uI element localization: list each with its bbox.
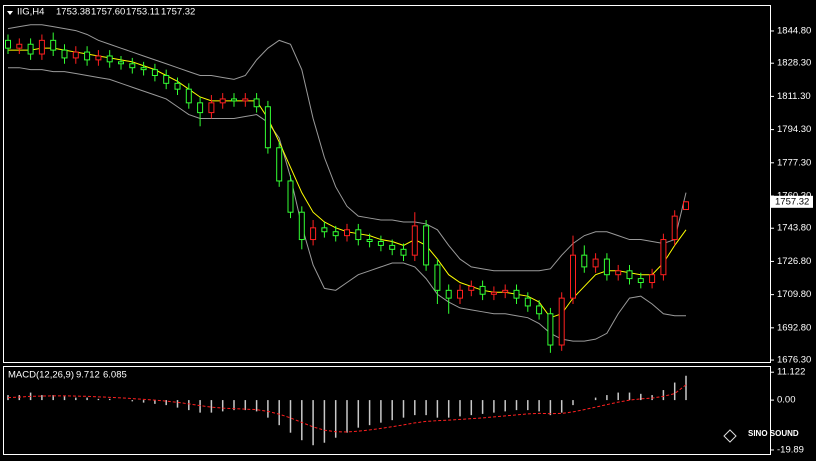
candle-body [219,98,226,104]
candle-body [603,258,610,276]
candle-body [411,225,418,256]
candle-body [298,211,305,241]
candle-body [208,102,215,114]
candle-body [27,43,34,55]
main-pane [3,5,771,363]
candle-body [502,289,509,293]
y-tick-label: 1743.80 [777,223,811,234]
candle-body [84,51,91,61]
header-high: 1757.60 [91,7,125,18]
macd-value: 9.712 [76,370,100,381]
candle-body [231,98,237,102]
watermark-logo [723,429,737,443]
candle-body [253,98,260,108]
candle-body [400,248,407,256]
header-low: 1753.11 [126,7,160,18]
candle-body [276,147,283,182]
candle-body [377,241,384,246]
candle-body [649,274,656,284]
y-tick-label: 1794.30 [777,124,811,135]
y-tick-label: 0.00 [777,395,796,406]
y-tick-label: 1844.80 [777,25,811,36]
candle-body [61,49,68,59]
candle-body [547,313,554,346]
candle-body [163,75,170,84]
y-tick-label: -19.89 [777,444,804,455]
candle-body [174,82,181,90]
candle-body [5,39,11,49]
candle-body [671,215,678,241]
candle-body [592,258,599,268]
candle-body [490,291,497,295]
candle-body [615,270,622,276]
watermark: SINO SOUND [748,429,799,438]
macd-pane [3,366,771,455]
candle-body [457,289,463,299]
candle-body [570,254,576,299]
y-tick-label: 1692.80 [777,322,811,333]
candle-body [310,227,317,241]
price-tag-label: 1757.32 [775,196,809,207]
candle-body [479,285,486,295]
candle-body [16,43,23,49]
menu-arrow[interactable] [7,11,13,15]
signal-line [7,384,687,433]
candle-body [581,254,588,268]
candle-body [264,106,271,149]
y-tick-label: 1726.80 [777,256,811,267]
candle-body [242,98,249,102]
y-tick-label: 1709.80 [777,289,811,300]
candle-body [118,61,124,65]
candle-body [38,39,45,55]
candle-body [355,229,362,241]
y-tick-label: 1811.30 [777,91,811,102]
candle-body [626,270,633,280]
candle-body [197,102,204,114]
y-tick-label: 11.122 [777,367,805,378]
y-tick-label: 1777.30 [777,157,811,168]
candle-body [389,244,396,250]
candle-body [423,225,430,266]
candle-body [344,229,350,237]
candle-body [140,67,147,71]
candle-body [434,264,441,291]
candle-body [513,289,520,299]
candle-body [50,39,57,51]
candle-body [287,180,294,213]
candle-body [72,51,79,59]
candle-body [683,201,689,211]
candle-body [332,231,339,237]
candle-body [95,55,102,61]
header-open: 1753.38 [56,7,90,18]
candle-body [106,55,113,63]
candle-body [558,297,565,346]
bollinger-band [8,67,686,342]
candle-body [524,297,531,307]
candle-body [468,285,475,291]
signal-value: 6.085 [103,370,127,381]
candle-body [660,239,667,276]
candle-body [366,239,373,243]
header-close: 1757.32 [161,7,195,18]
candle-body [151,69,158,77]
candle-body [321,227,328,233]
y-tick-label: 1676.30 [777,355,811,366]
candle-body [129,63,136,69]
symbol-title: IIG,H4 [17,7,44,18]
candle-body [536,305,543,315]
price-tag [771,195,813,208]
candle-body [185,88,192,104]
y-tick-label: 1828.30 [777,58,811,69]
macd-title: MACD(12,26,9) [8,370,74,381]
candle-body [637,278,644,284]
candle-body [445,289,452,299]
